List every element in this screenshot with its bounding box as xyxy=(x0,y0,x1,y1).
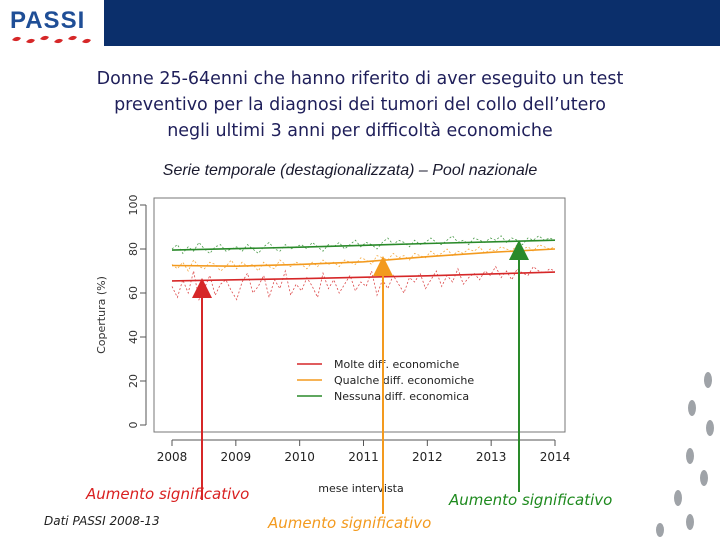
annotation-green: Aumento significativo xyxy=(449,491,613,509)
logo-wordmark: PASSI xyxy=(10,7,85,34)
x-axis: 2008 2009 2010 2011 2012 2013 2014 xyxy=(157,439,571,464)
x-tick-label: 2010 xyxy=(284,450,315,464)
slide-title: Donne 25-64enni che hanno riferito di av… xyxy=(96,69,624,141)
y-axis-label: Copertura (%) xyxy=(95,276,108,354)
y-tick-label: 40 xyxy=(127,330,140,344)
series-2-trend xyxy=(171,248,556,268)
source-note: Dati PASSI 2008-13 xyxy=(44,514,160,528)
footprints-decoration xyxy=(656,372,714,537)
series-3-trend xyxy=(171,239,556,251)
x-tick-label: 2012 xyxy=(412,450,443,464)
series-layer xyxy=(171,235,556,301)
annotation-red: Aumento significativo xyxy=(86,485,250,503)
x-tick-label: 2014 xyxy=(540,450,571,464)
y-axis: 0 20 40 60 80 100 xyxy=(127,195,147,429)
legend-label: Molte diff. economiche xyxy=(334,358,460,371)
passi-logo: PASSI xyxy=(10,7,91,44)
legend-label: Qualche diff. economiche xyxy=(334,374,474,387)
series-2-monthly xyxy=(171,244,556,272)
chart-subtitle: Serie temporale (destagionalizzata) – Po… xyxy=(162,162,538,179)
logo-footprints xyxy=(12,35,91,44)
legend: Molte diff. economiche Qualche diff. econ… xyxy=(297,358,474,403)
y-tick-label: 20 xyxy=(127,374,140,388)
x-tick-label: 2013 xyxy=(476,450,507,464)
annotation-arrows xyxy=(192,240,529,514)
y-tick-label: 80 xyxy=(127,242,140,256)
y-tick-label: 0 xyxy=(127,422,140,429)
series-1-trend xyxy=(171,271,556,282)
x-axis-label: mese intervista xyxy=(318,482,403,495)
annotation-orange: Aumento significativo xyxy=(268,514,432,532)
x-tick-label: 2009 xyxy=(221,450,252,464)
x-tick-label: 2011 xyxy=(348,450,379,464)
y-tick-label: 60 xyxy=(127,286,140,300)
legend-label: Nessuna diff. economica xyxy=(334,390,469,403)
header-blue-band xyxy=(104,0,720,46)
header-bar xyxy=(0,0,720,46)
series-1-monthly xyxy=(171,265,556,301)
x-tick-label: 2008 xyxy=(157,450,188,464)
plot-frame xyxy=(153,197,566,433)
y-tick-label: 100 xyxy=(127,195,140,216)
